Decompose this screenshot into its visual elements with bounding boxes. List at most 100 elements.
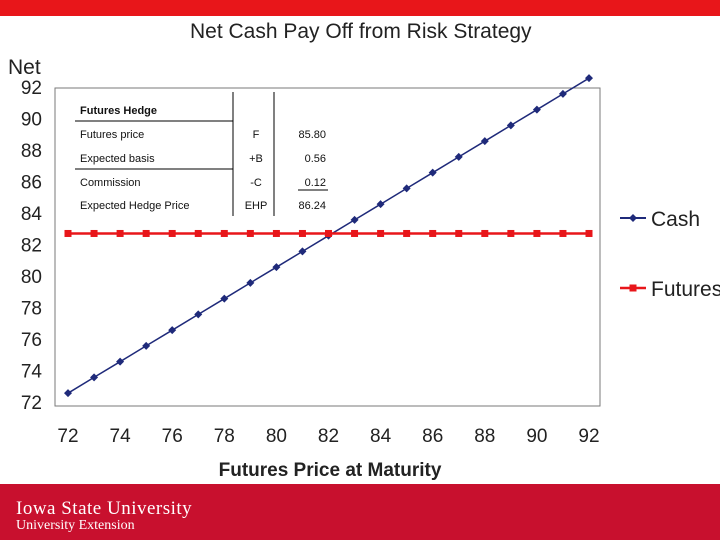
y-tick-label: 72 (21, 393, 42, 414)
y-axis: 92 90 88 86 84 82 80 78 76 74 72 (21, 78, 43, 414)
legend-item-cash: Cash (620, 208, 700, 231)
cash-point (298, 247, 307, 256)
y-tick-label: 80 (21, 267, 42, 288)
x-tick-label: 84 (370, 426, 392, 447)
cash-point (480, 137, 489, 146)
futures-point (64, 229, 72, 237)
cash-point (116, 357, 125, 366)
y-tick-label: 92 (21, 78, 42, 99)
legend-marker (629, 214, 637, 222)
futures-point (481, 229, 489, 237)
futures-point (507, 229, 515, 237)
y-tick-label: 78 (21, 299, 42, 320)
cash-point (454, 152, 463, 161)
table-row-label: Expected Hedge Price (80, 200, 189, 212)
table-row-label: Commission (80, 177, 141, 189)
futures-point (533, 229, 541, 237)
futures-point (246, 229, 254, 237)
cash-point (220, 294, 229, 303)
futures-point (377, 229, 385, 237)
cash-point (194, 310, 203, 319)
cash-point (168, 326, 177, 335)
legend-marker (629, 284, 637, 292)
futures-point (116, 229, 124, 237)
table-row: Expected basis +B 0.56 (75, 153, 326, 170)
futures-point (429, 229, 437, 237)
cash-point (272, 263, 281, 272)
table-title: Futures Hedge (80, 105, 157, 117)
cash-point (506, 121, 515, 130)
futures-point (585, 229, 593, 237)
table-row-symbol: -C (250, 177, 262, 189)
cash-point (402, 184, 411, 193)
table-row-value: 0.56 (305, 153, 326, 165)
series-futures (64, 229, 593, 237)
x-tick-label: 86 (422, 426, 443, 447)
futures-point (559, 229, 567, 237)
table-row-value: 86.24 (298, 200, 326, 212)
cash-point (350, 215, 359, 224)
cash-point (142, 341, 151, 350)
cash-point (558, 89, 567, 98)
futures-point (351, 229, 359, 237)
x-tick-label: 92 (578, 426, 599, 447)
x-axis-label: Futures Price at Maturity (219, 460, 442, 481)
chart-title: Net Cash Pay Off from Risk Strategy (190, 20, 532, 43)
y-tick-label: 88 (21, 141, 42, 162)
table-row: Futures price F 85.80 (80, 129, 326, 141)
table-row-symbol: +B (249, 153, 263, 165)
table-row: Expected Hedge Price EHP 86.24 (80, 200, 326, 212)
table-row-label: Futures price (80, 129, 144, 141)
table-row-value: 0.12 (305, 177, 326, 189)
legend-label: Futures (651, 278, 720, 301)
chart: 72 74 76 78 80 82 84 86 88 90 92 92 90 88 86 84 82 80 78 7… (8, 56, 720, 481)
cash-point (64, 389, 72, 398)
table-background (70, 92, 332, 216)
futures-point (220, 229, 228, 237)
futures-point (168, 229, 176, 237)
university-name: Iowa State University (16, 498, 193, 519)
futures-point (325, 229, 332, 237)
legend: Cash Futures (620, 208, 720, 301)
x-axis: 72 74 76 78 80 82 84 86 88 90 92 (57, 426, 599, 447)
x-tick-label: 72 (57, 426, 78, 447)
y-tick-label: 84 (21, 204, 43, 225)
futures-point (194, 229, 202, 237)
cash-point (532, 105, 541, 114)
x-tick-label: 80 (266, 426, 287, 447)
y-tick-label: 74 (21, 362, 43, 383)
x-tick-label: 76 (162, 426, 183, 447)
legend-item-futures: Futures (620, 278, 720, 301)
y-axis-label: Net (8, 56, 41, 79)
futures-point (142, 229, 150, 237)
cash-point (376, 200, 385, 209)
table-row-value: 85.80 (298, 129, 326, 141)
table-row-label: Expected basis (80, 153, 155, 165)
cash-point (90, 373, 99, 382)
futures-point (403, 229, 411, 237)
futures-point (272, 229, 280, 237)
cash-point (585, 74, 593, 83)
futures-point (90, 229, 98, 237)
x-tick-label: 88 (474, 426, 495, 447)
x-tick-label: 74 (110, 426, 132, 447)
futures-hedge-table: Futures Hedge Futures price F 85.80 Expected… (70, 92, 332, 216)
university-extension: University Extension (16, 518, 135, 533)
x-tick-label: 90 (526, 426, 547, 447)
y-tick-label: 90 (21, 110, 42, 131)
table-row-symbol: F (253, 129, 260, 141)
table-row-symbol: EHP (245, 200, 268, 212)
legend-label: Cash (651, 208, 700, 231)
footer: Iowa State University University Extensi… (0, 484, 720, 540)
series-layer (64, 74, 593, 398)
x-tick-label: 82 (318, 426, 339, 447)
y-tick-label: 76 (21, 330, 42, 351)
table-row: Commission -C 0.12 (80, 177, 328, 191)
futures-point (298, 229, 306, 237)
series-cash (64, 74, 593, 398)
cash-point (246, 278, 255, 287)
cash-point (428, 168, 437, 177)
y-tick-label: 86 (21, 173, 42, 194)
top-bar (0, 0, 720, 16)
y-tick-label: 82 (21, 236, 42, 257)
